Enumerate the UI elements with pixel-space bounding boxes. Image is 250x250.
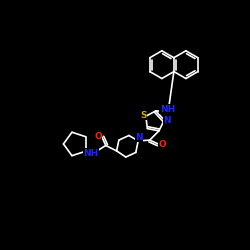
- Text: NH: NH: [84, 149, 99, 158]
- Text: S: S: [140, 111, 147, 120]
- Text: N: N: [164, 116, 171, 124]
- Text: NH: NH: [160, 105, 175, 114]
- Text: O: O: [94, 132, 102, 141]
- Text: O: O: [158, 140, 166, 149]
- Text: N: N: [135, 132, 143, 141]
